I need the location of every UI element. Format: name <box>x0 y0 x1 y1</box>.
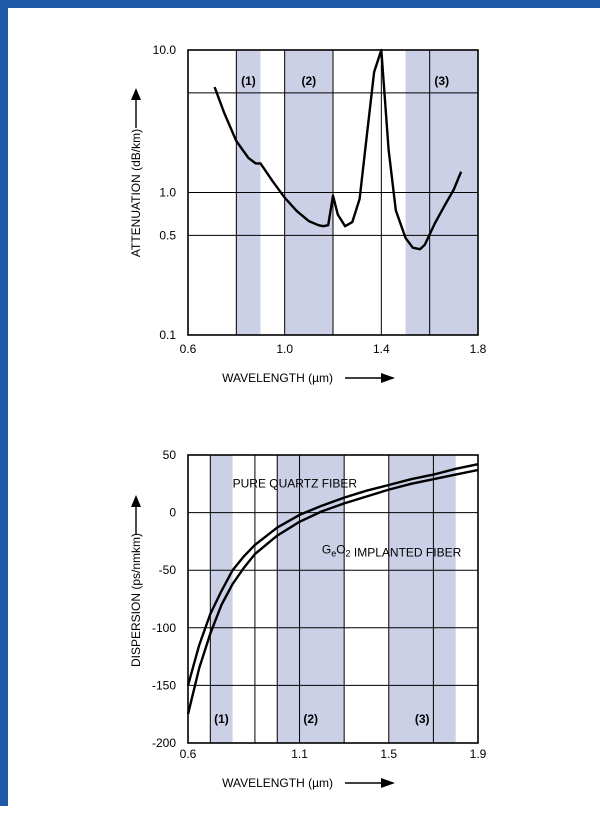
band-label-3: (3) <box>415 712 430 726</box>
band-label-2: (2) <box>301 74 316 88</box>
y-tick-label: -100 <box>152 621 176 635</box>
annotation-label-part: e <box>331 548 336 558</box>
series-line-2 <box>186 468 479 715</box>
band-label-3: (3) <box>434 74 449 88</box>
y-tick-label: 1.0 <box>159 186 176 200</box>
x-tick-label: 1.0 <box>276 342 293 356</box>
annotation-label-part: 2 <box>346 548 351 558</box>
wavelength-band-1 <box>210 455 233 743</box>
y-tick-label: -150 <box>152 678 176 692</box>
y-axis-title: ATTENUATION (dB/km) <box>129 129 143 257</box>
x-tick-label: 1.8 <box>470 342 487 356</box>
y-axis-arrowhead <box>131 88 141 100</box>
x-axis-title: WAVELENGTH (µm) <box>222 371 333 385</box>
y-axis-title: DISPERSION (ps/nmkm) <box>129 533 143 667</box>
annotation-label-part: O <box>336 542 345 556</box>
y-tick-label: 0.1 <box>159 328 176 342</box>
annotation-label: GeO2 IMPLANTED FIBER <box>322 542 462 559</box>
band-label-1: (1) <box>214 712 229 726</box>
x-tick-label: 1.1 <box>291 747 308 761</box>
chart-1: (1) (2) (3) 0.6 1.0 1.4 1.8 0.1 0.5 1.0 10.0 WAVELE… <box>129 43 487 385</box>
chart-2: (1) (2) (3) 0.6 1.1 1.5 1.9 -200 -150 -100 -50 0 50 P… <box>129 448 487 790</box>
x-tick-label: 1.4 <box>373 342 390 356</box>
y-axis-arrowhead <box>131 495 141 507</box>
x-axis-title: WAVELENGTH (µm) <box>222 776 333 790</box>
x-axis-arrowhead <box>381 373 395 383</box>
x-tick-label: 1.9 <box>470 747 487 761</box>
y-tick-label: 50 <box>163 448 177 462</box>
plot-border <box>187 49 479 336</box>
series-line-1 <box>213 48 463 251</box>
x-tick-label: 1.5 <box>380 747 397 761</box>
annotation-label-part: G <box>322 542 331 556</box>
annotation-label-part: IMPLANTED FIBER <box>351 545 462 559</box>
charts-canvas: (1) (2) (3) 0.6 1.0 1.4 1.8 0.1 0.5 1.0 10.0 WAVELE… <box>129 43 487 790</box>
wavelength-band-2 <box>277 455 345 743</box>
wavelength-band-3 <box>388 455 456 743</box>
annotation-label: PURE QUARTZ FIBER <box>233 476 358 490</box>
y-tick-label: 0 <box>169 506 176 520</box>
x-axis-arrowhead <box>381 778 395 788</box>
y-tick-label: 10.0 <box>153 43 177 57</box>
band-label-1: (1) <box>241 74 256 88</box>
y-tick-label: -200 <box>152 736 176 750</box>
plot-border <box>187 454 479 744</box>
y-tick-label: -50 <box>159 563 177 577</box>
series-line-1 <box>186 463 479 686</box>
band-label-2: (2) <box>303 712 318 726</box>
x-tick-label: 0.6 <box>180 747 197 761</box>
y-tick-label: 0.5 <box>159 228 176 242</box>
x-tick-label: 0.6 <box>180 342 197 356</box>
